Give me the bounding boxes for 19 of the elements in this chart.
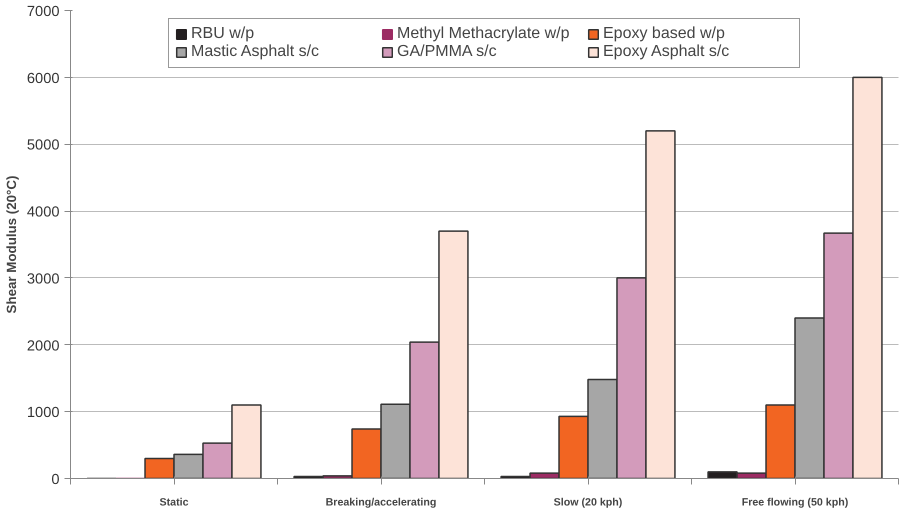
legend-label: Epoxy based w/p (603, 25, 726, 43)
x-tick-label: Free flowing (50 kph) (742, 496, 849, 508)
legend-label: GA/PMMA s/c (397, 43, 498, 61)
x-tick-label: Slow (20 kph) (554, 496, 623, 508)
x-tick-label: Breaking/accelerating (326, 496, 436, 508)
y-axis-title: Shear Modulus (20°C) (4, 176, 19, 314)
y-tick-label: 0 (51, 472, 60, 488)
y-tick-label: 2000 (26, 338, 60, 354)
legend-label: Methyl Methacrylate w/p (397, 25, 571, 43)
y-tick-label: 4000 (26, 204, 60, 221)
y-tick-label: 7000 (26, 4, 60, 20)
legend-label: Epoxy Asphalt s/c (603, 43, 730, 61)
x-tick-label: Static (159, 496, 189, 508)
legend-label: Mastic Asphalt s/c (191, 43, 320, 61)
y-tick-label: 1000 (26, 405, 60, 422)
y-tick-label: 6000 (26, 70, 60, 87)
y-tick-label: 5000 (26, 138, 60, 154)
y-tick-label: 3000 (26, 271, 60, 288)
legend-label: RBU w/p (191, 25, 256, 43)
